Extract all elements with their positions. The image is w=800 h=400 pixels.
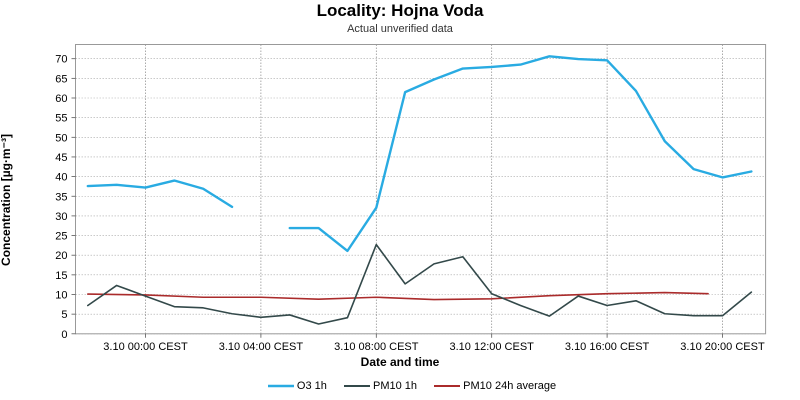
svg-text:30: 30 — [55, 211, 67, 223]
svg-text:3.10 08:00 CEST: 3.10 08:00 CEST — [334, 341, 419, 353]
svg-text:3.10 12:00 CEST: 3.10 12:00 CEST — [450, 341, 535, 353]
svg-text:65: 65 — [55, 73, 67, 85]
svg-text:60: 60 — [55, 93, 67, 105]
svg-text:40: 40 — [55, 172, 67, 184]
svg-text:55: 55 — [55, 113, 67, 125]
svg-text:3.10 16:00 CEST: 3.10 16:00 CEST — [565, 341, 650, 353]
svg-text:5: 5 — [61, 309, 67, 321]
svg-text:25: 25 — [55, 231, 67, 243]
svg-text:3.10 04:00 CEST: 3.10 04:00 CEST — [219, 341, 304, 353]
svg-text:3.10 00:00 CEST: 3.10 00:00 CEST — [103, 341, 188, 353]
svg-text:0: 0 — [61, 329, 67, 341]
svg-text:70: 70 — [55, 54, 67, 66]
svg-text:3.10 20:00 CEST: 3.10 20:00 CEST — [680, 341, 765, 353]
svg-text:20: 20 — [55, 250, 67, 262]
svg-text:35: 35 — [55, 191, 67, 203]
svg-text:10: 10 — [55, 290, 67, 302]
svg-text:50: 50 — [55, 132, 67, 144]
svg-text:45: 45 — [55, 152, 67, 164]
svg-text:15: 15 — [55, 270, 67, 282]
